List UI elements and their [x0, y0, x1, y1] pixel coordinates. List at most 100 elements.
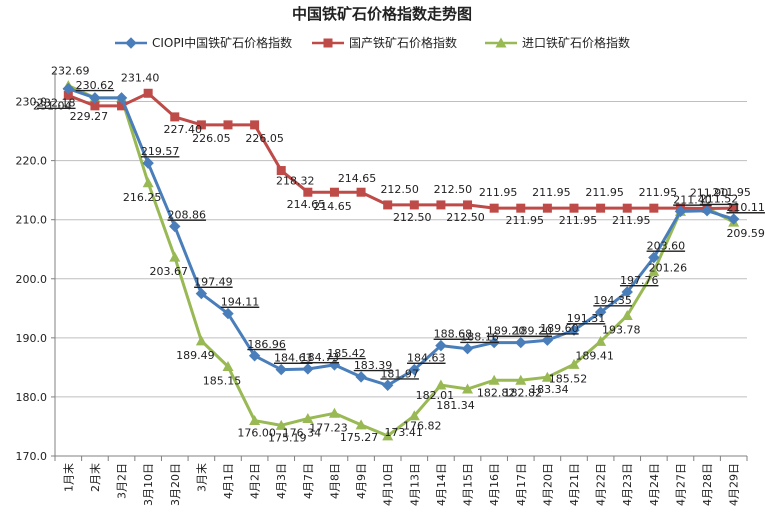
data-point	[90, 101, 100, 111]
data-label: 177.23	[309, 421, 348, 434]
data-point	[542, 203, 552, 213]
x-tick-label: 4月23日	[621, 463, 634, 506]
x-tick-label: 4月16日	[488, 463, 501, 506]
data-label: 184.63	[274, 352, 313, 365]
data-point	[648, 251, 660, 264]
y-tick-label: 170.0	[16, 450, 48, 463]
data-label: 232.18	[37, 97, 76, 110]
data-point	[62, 82, 75, 95]
data-point	[356, 187, 366, 197]
data-label: 173.41	[384, 426, 423, 439]
x-tick-label: 4月24日	[648, 463, 661, 506]
data-label: 232.69	[51, 65, 90, 78]
data-label: 194.35	[593, 294, 632, 307]
data-point	[515, 336, 527, 349]
data-point	[595, 335, 607, 346]
data-label: 191.31	[567, 312, 606, 325]
data-point	[568, 324, 580, 336]
data-label: 183.34	[530, 383, 569, 396]
data-label: 184.63	[407, 352, 446, 365]
data-point	[727, 213, 740, 225]
data-point	[383, 200, 393, 210]
data-label: 188.16	[460, 331, 499, 344]
data-point	[169, 251, 181, 262]
x-tick-label: 3月20日	[169, 463, 182, 506]
data-label: 214.65	[313, 200, 352, 213]
legend-label: CIOPI中国铁矿石价格指数	[152, 35, 292, 50]
x-tick-label: 3月末	[194, 463, 208, 492]
data-point	[170, 112, 180, 122]
data-label: 189.20	[487, 325, 526, 338]
data-label: 189.41	[575, 349, 614, 362]
x-tick-label: 1月末	[61, 463, 75, 492]
data-point	[381, 379, 394, 391]
data-point	[594, 306, 607, 318]
data-label: 211.95	[712, 186, 751, 199]
data-point	[435, 379, 447, 390]
data-point	[382, 430, 394, 441]
data-point	[541, 371, 553, 382]
data-label: 189.60	[540, 322, 579, 335]
x-tick-label: 4月29日	[728, 463, 741, 506]
data-label: 218.32	[276, 175, 315, 188]
data-point	[701, 205, 713, 217]
data-point	[463, 200, 473, 210]
data-label: 184.73	[301, 351, 340, 364]
data-label: 203.60	[647, 240, 686, 253]
y-tick-label: 220.0	[16, 155, 48, 168]
x-tick-label: 4月15日	[462, 463, 475, 506]
data-point	[408, 410, 420, 421]
data-label: 211.95	[532, 186, 571, 199]
legend: CIOPI中国铁矿石价格指数 国产铁矿石价格指数 进口铁矿石价格指数	[115, 35, 630, 50]
data-label: 186.96	[247, 338, 286, 351]
data-label: 231.04	[33, 99, 72, 112]
x-tick-label: 4月21日	[568, 463, 581, 506]
data-label: 230.62	[76, 79, 115, 92]
data-point	[89, 92, 101, 104]
data-point	[436, 200, 446, 210]
data-label: 175.19	[268, 431, 307, 444]
data-label: 212.50	[434, 183, 473, 196]
y-tick-label: 230.0	[16, 96, 48, 109]
data-point	[648, 265, 660, 276]
data-point	[250, 120, 260, 130]
data-point	[222, 360, 234, 371]
data-label: 188.68	[434, 328, 473, 341]
data-label: 194.11	[221, 296, 260, 309]
data-label: 201.26	[649, 261, 688, 274]
data-point	[409, 200, 419, 210]
data-point	[489, 203, 499, 213]
x-tick-label: 4月10日	[382, 463, 395, 506]
data-label: 226.05	[192, 132, 231, 145]
data-label: 185.42	[327, 347, 366, 360]
data-point	[621, 310, 633, 321]
data-label: 189.49	[176, 349, 215, 362]
data-label: 211.90	[690, 186, 729, 199]
x-tick-label: 3月10日	[142, 463, 155, 506]
data-label: 211.40	[673, 193, 712, 206]
data-label: 176.00	[237, 427, 276, 440]
x-tick-label: 4月2日	[249, 463, 262, 499]
data-label: 211.95	[479, 186, 518, 199]
data-point	[142, 157, 154, 169]
data-point	[142, 177, 154, 188]
data-point	[275, 419, 287, 430]
y-tick-label: 210.0	[16, 214, 48, 227]
data-point	[63, 90, 73, 100]
y-tick-label: 200.0	[16, 273, 48, 286]
x-tick-label: 4月7日	[302, 463, 315, 499]
data-label: 176.34	[283, 427, 322, 440]
legend-marker	[125, 37, 137, 49]
data-point	[596, 203, 606, 213]
data-label: 208.86	[168, 208, 207, 221]
data-point	[195, 335, 207, 346]
data-point	[622, 203, 632, 213]
data-label: 226.05	[245, 132, 284, 145]
legend-label: 进口铁矿石价格指数	[522, 35, 630, 50]
data-point	[222, 307, 234, 320]
axes: 170.0 180.0 190.0 200.0 210.0 220.0 230.0 1月末 2月…	[16, 72, 748, 506]
series-line	[67, 84, 735, 438]
